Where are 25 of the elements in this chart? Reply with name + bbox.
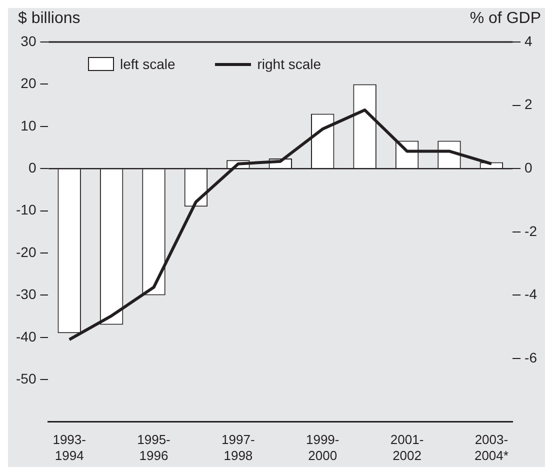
x-tick-label: 1999-2000	[306, 432, 340, 463]
y-tick-label: -20	[16, 244, 36, 260]
y-tick-label: -40	[16, 328, 36, 344]
x-tick-label: 1995-1996	[137, 432, 170, 463]
y2-tick-label: -2	[524, 222, 538, 239]
y2-axis-title: % of GDP	[470, 10, 541, 28]
y2-tick-label: -4	[524, 286, 538, 302]
y2-tick-label: 2	[524, 96, 533, 112]
y-tick-label: 0	[28, 159, 36, 176]
y-axis-title: $ billions	[18, 10, 80, 28]
y-tick-label: 10	[20, 117, 36, 134]
legend-label: left scale	[120, 56, 176, 72]
legend-label: right scale	[257, 56, 322, 72]
y2-tick-label: 0	[524, 159, 533, 176]
y-tick-label: -30	[16, 286, 36, 302]
x-tick-label: 2001-2002	[390, 432, 424, 463]
y2-tick-label: 4	[524, 32, 533, 49]
y-tick-label: 30	[20, 32, 36, 49]
y-tick-label: 20	[20, 75, 36, 92]
x-tick-label: 1993-1994	[52, 432, 86, 463]
y-tick-label: -50	[16, 370, 36, 386]
y2-tick-label: -6	[524, 349, 538, 366]
x-tick-label: 2003-2004*	[474, 432, 508, 463]
y-tick-label: -10	[16, 202, 36, 218]
x-tick-label: 1997-1998	[222, 432, 255, 463]
